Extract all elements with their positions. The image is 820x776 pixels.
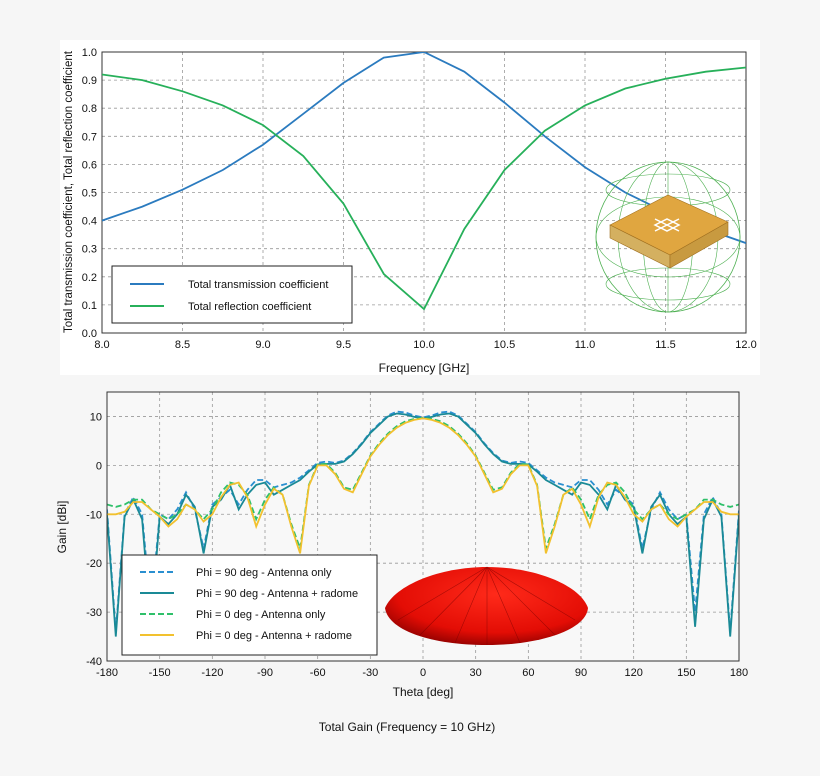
y-tick-label: -30 xyxy=(86,607,102,619)
y-tick-label: -20 xyxy=(86,558,102,570)
y-tick-label: 0.5 xyxy=(82,188,97,200)
y-tick-label: -10 xyxy=(86,509,102,521)
y-tick-label: 0.6 xyxy=(82,159,97,171)
x-tick-label: 90 xyxy=(575,667,587,679)
x-tick-label: 9.5 xyxy=(336,339,351,351)
top-chart-x-axis-label: Frequency [GHz] xyxy=(379,361,470,375)
y-tick-label: 0 xyxy=(96,460,102,472)
x-tick-label: 30 xyxy=(470,667,482,679)
x-tick-label: 8.0 xyxy=(94,339,109,351)
x-tick-label: 12.0 xyxy=(735,339,756,351)
radiation-dome-icon xyxy=(385,566,588,645)
bottom-chart-y-axis-label: Gain [dBi] xyxy=(55,501,69,554)
y-tick-label: 0.2 xyxy=(82,272,97,284)
legend-entry-label: Total reflection coefficient xyxy=(188,301,311,313)
legend-entry-label: Total transmission coefficient xyxy=(188,279,328,291)
x-tick-label: -60 xyxy=(310,667,326,679)
y-tick-label: 0.8 xyxy=(82,103,97,115)
y-tick-label: 10 xyxy=(90,411,102,423)
series-line-2 xyxy=(107,416,739,549)
top-chart-y-axis-label: Total transmission coefficient, Total re… xyxy=(63,50,75,333)
legend-box xyxy=(121,554,378,656)
x-tick-label: -30 xyxy=(362,667,378,679)
y-tick-label: 0.4 xyxy=(82,216,97,228)
series-line-1 xyxy=(102,66,746,311)
x-tick-label: -90 xyxy=(257,667,273,679)
y-tick-label: 0.1 xyxy=(82,300,97,312)
y-tick-label: 1.0 xyxy=(82,47,97,59)
x-tick-label: 120 xyxy=(624,667,642,679)
x-tick-label: 0 xyxy=(420,667,426,679)
bottom-chart-plot-frame xyxy=(106,391,740,662)
x-tick-label: 9.0 xyxy=(255,339,270,351)
legend-entry-label: Phi = 0 deg - Antenna only xyxy=(196,609,326,621)
legend-entry-label: Phi = 90 deg - Antenna + radome xyxy=(196,588,358,600)
legend-entry-label: Phi = 90 deg - Antenna only xyxy=(196,567,332,579)
y-tick-label: 0.0 xyxy=(82,328,97,340)
bottom-chart-title: Total Gain (Frequency = 10 GHz) xyxy=(319,720,495,734)
y-tick-label: -40 xyxy=(86,656,102,668)
x-tick-label: 11.5 xyxy=(655,339,676,351)
x-tick-label: -150 xyxy=(149,667,171,679)
x-tick-label: -120 xyxy=(201,667,223,679)
x-tick-label: 10.5 xyxy=(494,339,515,351)
x-tick-label: 180 xyxy=(730,667,748,679)
x-tick-label: 60 xyxy=(522,667,534,679)
x-tick-label: -180 xyxy=(96,667,118,679)
antenna-inset-icon xyxy=(595,161,741,313)
y-tick-label: 0.7 xyxy=(82,131,97,143)
series-line-3 xyxy=(107,417,739,554)
bottom-chart-x-axis-label: Theta [deg] xyxy=(393,685,454,699)
x-tick-label: 150 xyxy=(677,667,695,679)
x-tick-label: 11.0 xyxy=(575,339,596,351)
y-tick-label: 0.3 xyxy=(82,244,97,256)
bottom-chart-grid xyxy=(107,392,739,661)
legend-box xyxy=(111,265,353,324)
legend-entry-label: Phi = 0 deg - Antenna + radome xyxy=(196,630,352,642)
series-line-0 xyxy=(102,52,746,244)
series-line-0 xyxy=(107,410,739,632)
x-tick-label: 10.0 xyxy=(413,339,434,351)
x-tick-label: 8.5 xyxy=(175,339,190,351)
y-tick-label: 0.9 xyxy=(82,75,97,87)
